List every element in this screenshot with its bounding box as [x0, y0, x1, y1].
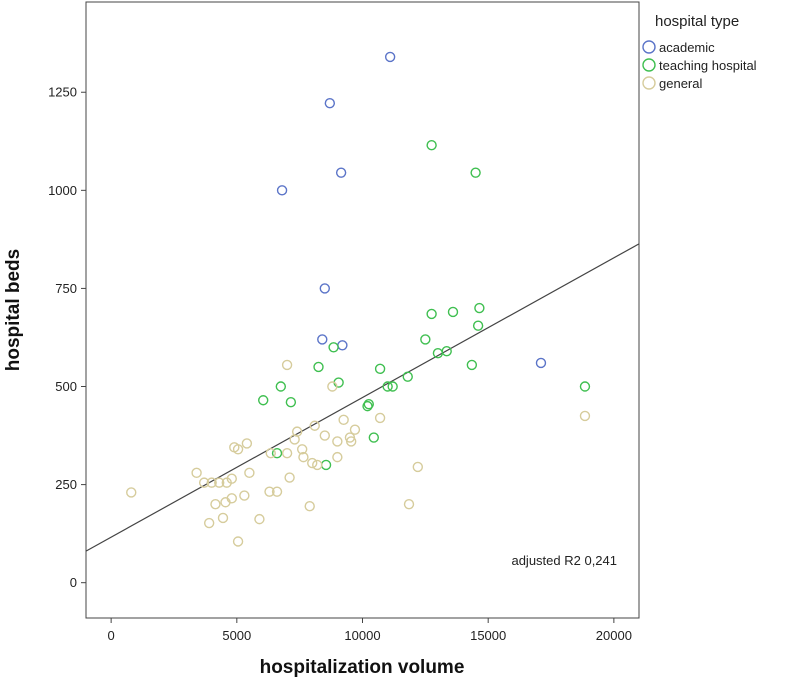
point-teaching-hospital [432, 347, 444, 359]
legend-title: hospital type [655, 13, 739, 30]
point-general [214, 477, 225, 488]
point-general [319, 430, 330, 441]
regression-line-group [85, 243, 640, 552]
point-general [338, 414, 349, 426]
point-general [210, 499, 221, 510]
x-axis-title: hospitalization volume [260, 657, 465, 678]
x-axis: 0 5000 10000 15000 20000 [108, 618, 632, 643]
point-general [349, 424, 361, 435]
legend-label-academic: academic [659, 40, 715, 55]
point-general [332, 451, 343, 463]
x-tick-label: 10000 [344, 628, 380, 643]
point-academic [324, 98, 336, 109]
point-teaching-hospital [363, 398, 374, 410]
point-teaching-hospital [470, 167, 481, 178]
point-general [203, 517, 215, 529]
point-general [579, 410, 591, 422]
point-general [281, 359, 293, 371]
point-general [327, 381, 338, 392]
point-general [298, 451, 309, 463]
point-teaching-hospital [275, 381, 287, 392]
point-teaching-hospital [426, 140, 437, 151]
data-points [126, 51, 591, 547]
point-teaching-hospital [313, 361, 324, 373]
point-general [254, 513, 265, 525]
legend-label-teaching-hospital: teaching hospital [659, 58, 757, 73]
point-general [232, 536, 244, 547]
point-general [271, 486, 283, 497]
y-axis: 0 250 500 750 1000 1250 [48, 85, 86, 590]
y-tick-label: 750 [55, 281, 77, 296]
point-general [345, 436, 357, 447]
r2-annotation: adjusted R2 0,241 [511, 553, 617, 568]
y-tick-label: 500 [55, 379, 77, 394]
point-teaching-hospital [328, 342, 339, 353]
y-tick-label: 0 [70, 575, 77, 590]
point-general [309, 420, 320, 431]
plot-area [85, 1, 640, 619]
point-academic [335, 167, 347, 178]
y-axis-title: hospital beds [3, 249, 24, 371]
point-teaching-hospital [258, 395, 269, 406]
point-general [265, 448, 276, 459]
point-academic [276, 185, 288, 196]
legend: hospital type academic teaching hospital g… [642, 13, 757, 91]
point-teaching-hospital [382, 381, 393, 392]
point-general [241, 438, 253, 449]
point-teaching-hospital [271, 448, 283, 459]
point-teaching-hospital [472, 320, 484, 331]
point-academic [535, 357, 547, 369]
point-general [220, 497, 231, 508]
point-teaching-hospital [368, 432, 380, 443]
point-general [332, 436, 343, 447]
point-general [281, 448, 293, 459]
point-general [296, 444, 308, 455]
point-academic [384, 51, 396, 63]
point-general [307, 457, 318, 469]
point-general [304, 500, 315, 512]
point-general [412, 461, 423, 473]
point-general [221, 477, 232, 488]
point-general [374, 412, 386, 424]
point-general [403, 499, 415, 510]
point-general [206, 477, 217, 488]
x-tick-label: 15000 [470, 628, 506, 643]
point-academic [317, 334, 328, 345]
point-teaching-hospital [387, 381, 398, 392]
legend-marker-teaching-hospital [642, 58, 656, 72]
legend-marker-general [642, 76, 656, 90]
point-teaching-hospital [362, 400, 373, 412]
x-tick-label: 20000 [596, 628, 632, 643]
point-teaching-hospital [579, 381, 591, 392]
point-teaching-hospital [466, 359, 478, 371]
legend-marker-academic [642, 40, 656, 54]
y-tick-label: 250 [55, 477, 77, 492]
point-teaching-hospital [474, 302, 485, 314]
x-tick-label: 0 [108, 628, 115, 643]
point-general [198, 477, 210, 488]
point-general [191, 467, 202, 479]
point-teaching-hospital [285, 397, 297, 408]
point-teaching-hospital [374, 363, 386, 375]
point-academic [319, 283, 330, 294]
point-general [232, 444, 244, 455]
regression-line [85, 243, 640, 552]
y-tick-label: 1000 [48, 183, 77, 198]
x-tick-label: 5000 [222, 628, 251, 643]
point-general [284, 472, 295, 483]
point-teaching-hospital [402, 371, 413, 382]
y-tick-label: 1250 [48, 85, 77, 100]
point-general [126, 487, 137, 498]
point-teaching-hospital [420, 334, 431, 345]
point-general [239, 490, 250, 501]
point-general [312, 459, 323, 471]
point-general [217, 512, 229, 524]
point-teaching-hospital [426, 308, 437, 320]
legend-label-general: general [659, 76, 702, 91]
point-general [264, 486, 275, 497]
point-general [289, 434, 300, 445]
point-general [244, 467, 255, 479]
point-teaching-hospital [447, 306, 459, 318]
